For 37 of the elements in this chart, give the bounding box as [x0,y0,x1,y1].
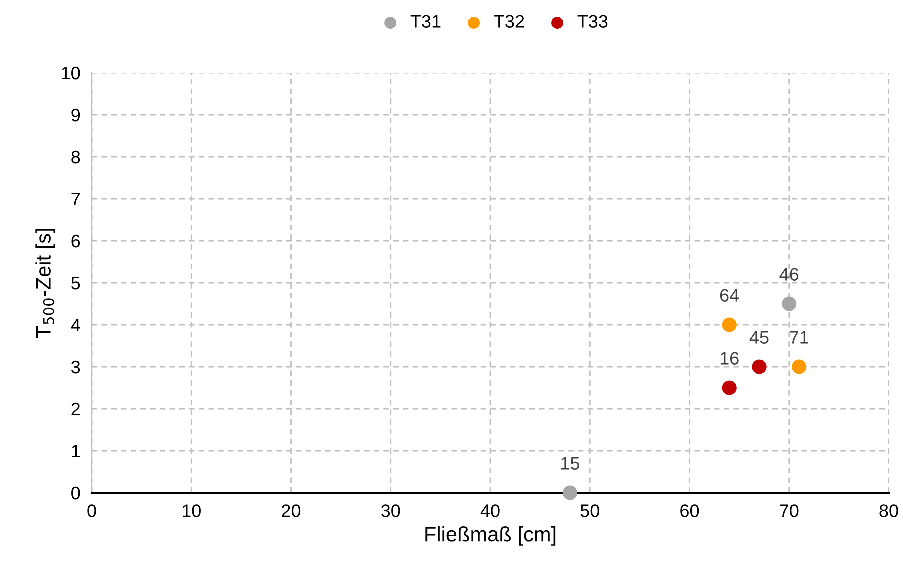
point [792,360,807,374]
annotation: 16 [720,352,739,365]
x-tick-label: 70 [780,504,799,518]
y-tick-label: 3 [72,360,80,374]
point [752,360,767,374]
x-tick-label: 40 [480,504,500,518]
y-tick-label: 9 [72,108,80,122]
y-tick-label: 8 [72,150,80,164]
legend-label: T31 [410,15,441,28]
y-tick-label: 0 [72,486,80,500]
y-tick-label: 2 [72,402,80,416]
x-tick-label: 0 [88,504,96,518]
y-tick-label: 6 [72,234,80,248]
x-tick-label: 30 [382,504,400,518]
y-tick-label: 5 [72,277,80,290]
point [722,318,737,332]
x-tick-label: 80 [880,504,898,518]
y-tick-label: 10 [62,66,80,80]
point [562,486,578,500]
annotation: 45 [750,331,769,344]
annotation: 64 [720,289,740,302]
x-tick-label: 10 [182,504,201,518]
x-tick-label: 60 [680,504,700,518]
x-axis-title: Fließmaß [cm] [426,526,556,546]
legend-label: T32 [494,15,524,28]
x-tick-label: 20 [282,504,301,518]
legend-label: T33 [578,15,608,28]
y-tick-label: 4 [71,319,80,332]
x-tick-label: 50 [580,504,600,518]
y-axis-title: T$_{500}$-Zeit [s] [36,229,56,338]
point [782,296,797,312]
y-tick-label: 7 [72,193,80,206]
annotation: 46 [780,268,799,281]
annotation: 71 [790,331,808,344]
y-tick-label: 1 [72,445,80,458]
point [722,380,737,396]
annotation: 15 [562,457,580,470]
